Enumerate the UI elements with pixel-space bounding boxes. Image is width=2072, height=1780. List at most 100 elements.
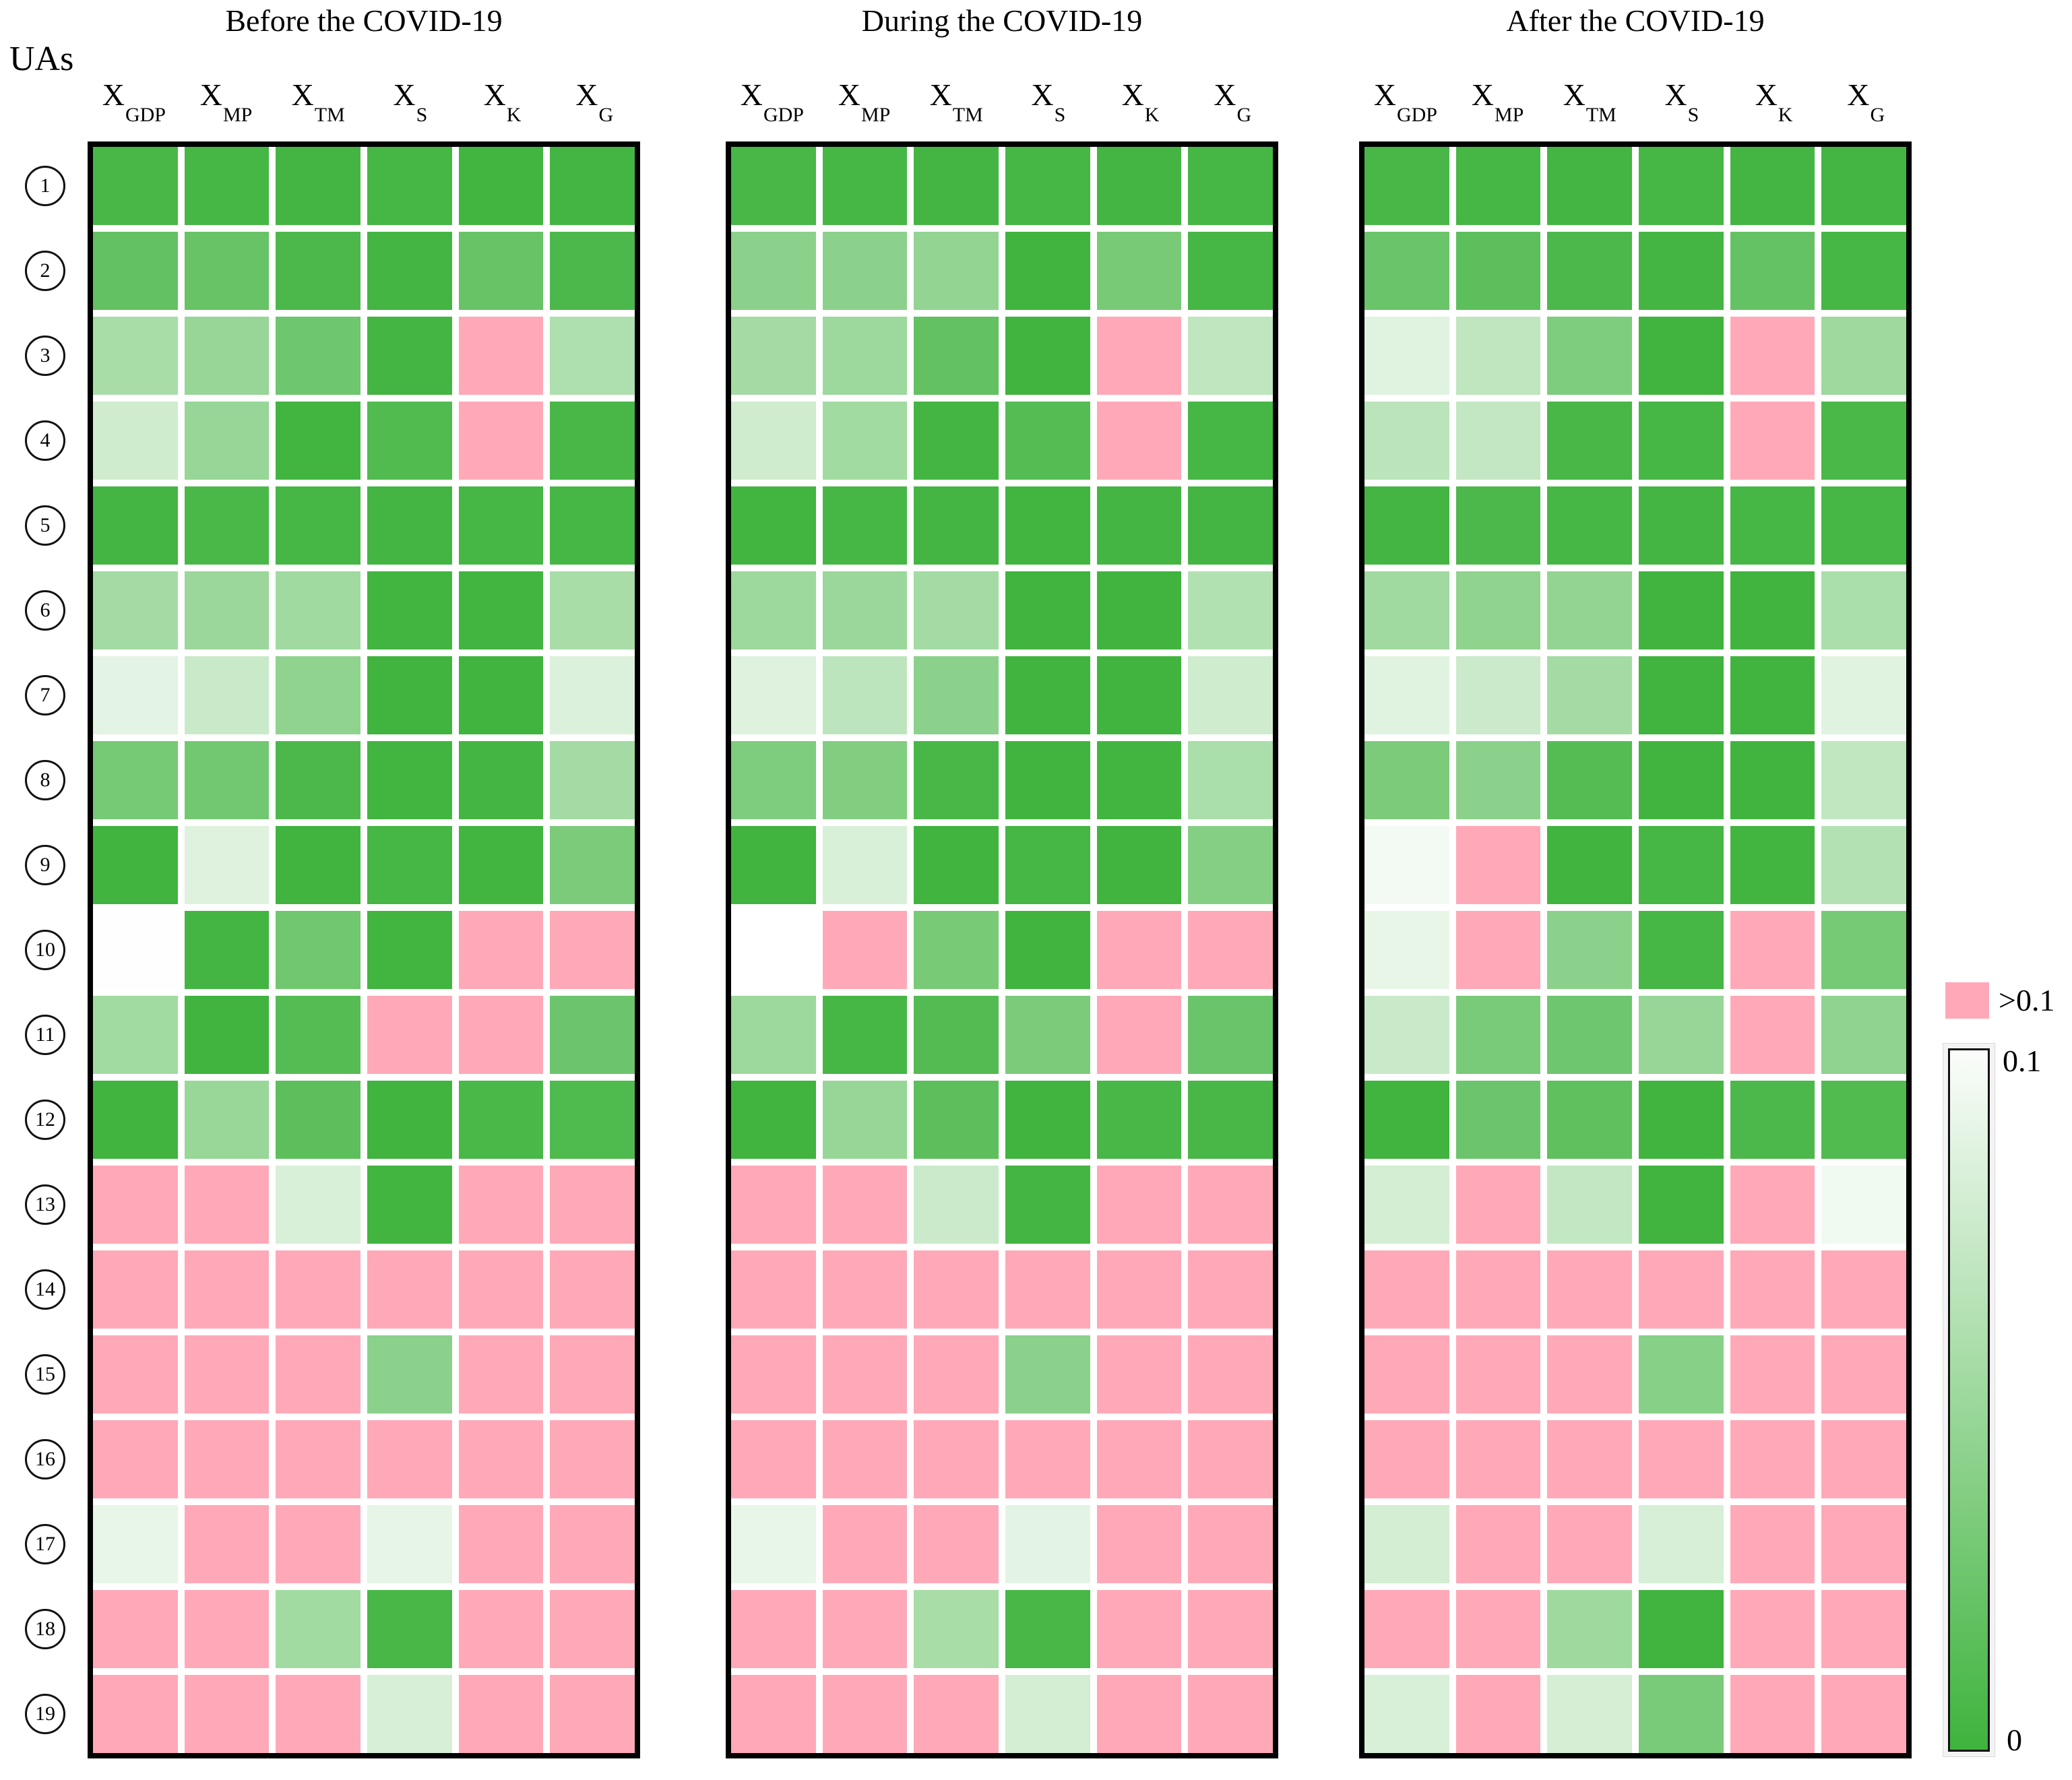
- heatmap-cell: [1096, 1675, 1182, 1753]
- heatmap-cell: [184, 402, 270, 480]
- column-label-x-s: XS: [1664, 77, 1699, 127]
- heatmap-cell: [1188, 1675, 1273, 1753]
- heatmap-cell: [731, 232, 816, 310]
- heatmap-cell: [1455, 232, 1541, 310]
- heatmap-cell: [1096, 317, 1182, 395]
- row-label: 15: [24, 1335, 66, 1413]
- heatmap-cell: [1730, 1335, 1815, 1413]
- heatmap-cell: [822, 402, 908, 480]
- heatmap-cell: [458, 996, 544, 1074]
- heatmap-cell: [1364, 1420, 1449, 1498]
- column-label-x-g: XG: [1847, 77, 1885, 127]
- heatmap-title: During the COVID-19: [861, 3, 1143, 38]
- heatmap-cell: [822, 1420, 908, 1498]
- heatmap-cell: [822, 656, 908, 734]
- heatmap-cell: [731, 402, 816, 480]
- heatmap-cell: [1364, 486, 1449, 565]
- heatmap-cell: [731, 996, 816, 1074]
- heatmap-cell: [184, 232, 270, 310]
- circled-number: 10: [25, 930, 65, 970]
- heatmap-cell: [367, 1590, 452, 1668]
- heatmap-cell: [822, 1505, 908, 1583]
- heatmap-cell: [550, 571, 635, 649]
- heatmap-cell: [550, 402, 635, 480]
- row-label: 13: [24, 1166, 66, 1244]
- heatmap-cell: [731, 1590, 816, 1668]
- heatmap-cell: [1005, 1675, 1090, 1753]
- heatmap-cell: [1821, 741, 1906, 819]
- heatmap-cell: [1730, 147, 1815, 225]
- heatmap-cell: [1455, 486, 1541, 565]
- heatmap-cell: [550, 1420, 635, 1498]
- heatmap-cell: [458, 911, 544, 989]
- heatmap-cell: [1547, 1505, 1632, 1583]
- heatmap-cell: [1638, 232, 1724, 310]
- heatmap-cell: [914, 486, 999, 565]
- heatmap-cell: [458, 486, 544, 565]
- heatmap-cell: [93, 996, 178, 1074]
- heatmap-cell: [1364, 911, 1449, 989]
- circled-number: 11: [25, 1015, 65, 1055]
- column-labels-row: XGDP XMP XTM XS XK XG: [1359, 77, 1912, 135]
- heatmap-cell: [1547, 741, 1632, 819]
- heatmap-cell: [1455, 1250, 1541, 1329]
- heatmap-cell: [1364, 1166, 1449, 1244]
- heatmap-cell: [1364, 741, 1449, 819]
- heatmap-cell: [184, 571, 270, 649]
- heatmap-cell: [1188, 826, 1273, 904]
- heatmap-cell: [1638, 1675, 1724, 1753]
- heatmap-cell: [1364, 1081, 1449, 1159]
- heatmap-cell: [1005, 1166, 1090, 1244]
- heatmap-cell: [458, 1505, 544, 1583]
- heatmap-cell: [1364, 147, 1449, 225]
- heatmap-cell: [1821, 1166, 1906, 1244]
- heatmap-cell: [731, 656, 816, 734]
- heatmap-cell: [1638, 1505, 1724, 1583]
- heatmap-cell: [367, 232, 452, 310]
- row-label: 18: [24, 1590, 66, 1668]
- heatmap-cell: [276, 232, 360, 310]
- heatmap-cell: [93, 486, 178, 565]
- heatmap-cell: [1730, 1166, 1815, 1244]
- column-label-x-tm: XTM: [291, 77, 345, 127]
- heatmap-cell: [184, 317, 270, 395]
- circled-number: 2: [25, 251, 65, 291]
- heatmap-cell: [1821, 826, 1906, 904]
- heatmap-cell: [1730, 1420, 1815, 1498]
- legend-pink-label: >0.1: [1999, 983, 2055, 1017]
- heatmap-cell: [1638, 656, 1724, 734]
- heatmap-cell: [458, 232, 544, 310]
- column-label-x-k: XK: [1121, 77, 1160, 127]
- heatmap-cell: [276, 317, 360, 395]
- column-label-x-tm: XTM: [1563, 77, 1616, 127]
- heatmap-cell: [1096, 1335, 1182, 1413]
- heatmap-cell: [1821, 147, 1906, 225]
- column-label-x-gdp: XGDP: [1373, 77, 1437, 127]
- heatmap-cell: [1821, 1590, 1906, 1668]
- circled-number: 8: [25, 760, 65, 800]
- heatmap-cell: [731, 1675, 816, 1753]
- heatmap-cell: [1455, 911, 1541, 989]
- heatmap-cell: [1188, 656, 1273, 734]
- heatmap-cell: [367, 996, 452, 1074]
- heatmap-cell: [731, 571, 816, 649]
- heatmap-cell: [822, 1081, 908, 1159]
- heatmap-cell: [93, 147, 178, 225]
- heatmap-cell: [1455, 996, 1541, 1074]
- column-label-x-tm: XTM: [929, 77, 983, 127]
- heatmap-cell: [1638, 317, 1724, 395]
- heatmap-cell: [731, 317, 816, 395]
- heatmap-cell: [1821, 1081, 1906, 1159]
- heatmap-cell: [1005, 911, 1090, 989]
- legend-colorbar: [1943, 1043, 1995, 1757]
- heatmap-cell: [1547, 486, 1632, 565]
- heatmap-cell: [276, 1420, 360, 1498]
- heatmap-cell: [367, 741, 452, 819]
- heatmap-cell: [1730, 402, 1815, 480]
- heatmap-cell: [367, 656, 452, 734]
- heatmap-cell: [1364, 1590, 1449, 1668]
- row-label: 3: [24, 317, 66, 395]
- heatmap-cell: [1188, 1505, 1273, 1583]
- heatmap-cell: [1730, 486, 1815, 565]
- circled-number: 4: [25, 420, 65, 461]
